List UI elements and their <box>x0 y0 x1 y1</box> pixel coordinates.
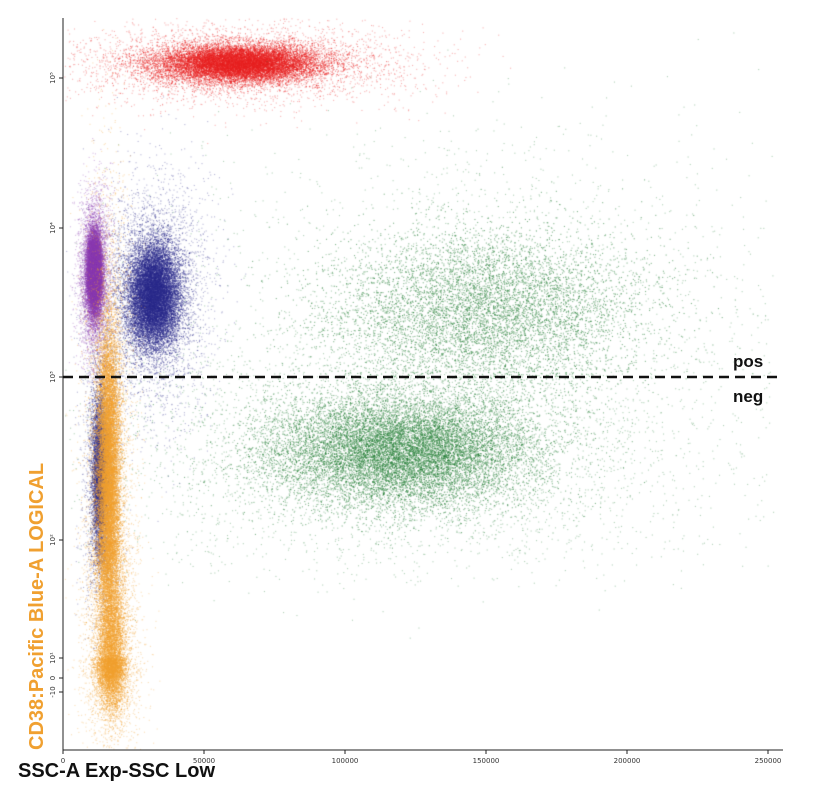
y-tick-label: 10² <box>49 534 57 546</box>
y-tick-label: 10¹ <box>49 652 57 664</box>
y-axis-title-part: CD38: <box>26 692 48 750</box>
y-tick-label: 10⁵ <box>49 72 57 84</box>
x-tick-label: 0 <box>61 757 65 765</box>
y-tick-label: -10 <box>49 686 57 697</box>
x-tick-label: 250000 <box>755 757 782 765</box>
pos-label: pos <box>733 352 763 371</box>
x-tick-label: 50000 <box>193 757 215 765</box>
neg-label: neg <box>733 387 763 406</box>
x-tick-label: 200000 <box>614 757 641 765</box>
y-tick-label: 10³ <box>49 371 57 383</box>
y-axis-title-part: Pacific Blue-A LOGICAL <box>26 462 48 693</box>
y-axis-title: CD38:Pacific Blue-A LOGICAL <box>26 463 49 750</box>
x-tick-label: 150000 <box>473 757 500 765</box>
y-tick-label: 0 <box>49 676 57 680</box>
x-axis-title: SSC-A Exp-SSC Low <box>18 760 216 782</box>
y-tick-label: 10⁴ <box>49 222 57 234</box>
x-tick-label: 100000 <box>332 757 359 765</box>
